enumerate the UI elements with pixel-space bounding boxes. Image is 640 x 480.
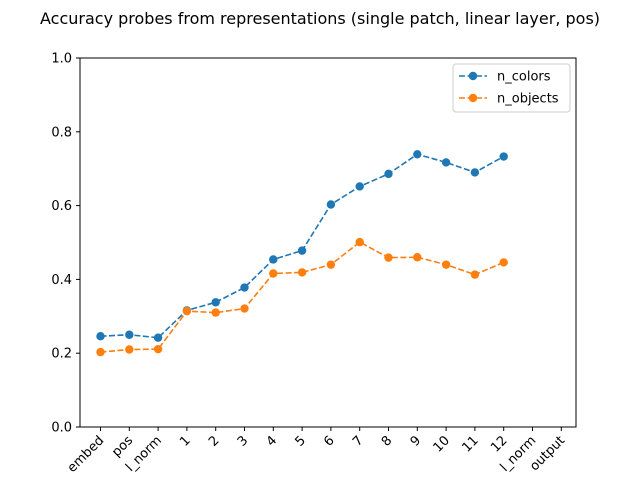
x-tick-label: 2: [206, 433, 222, 449]
data-point: [355, 182, 364, 191]
plot-frame: [79, 57, 577, 428]
legend-marker: [468, 71, 478, 81]
data-point: [96, 347, 105, 357]
x-tick-label: 12: [488, 433, 510, 455]
series-layer: [96, 150, 508, 357]
data-point: [269, 255, 278, 264]
y-tick-label: 0.2: [51, 347, 72, 362]
legend-item: n_colors: [459, 70, 551, 85]
x-tick-label: 9: [408, 433, 424, 449]
series-n_objects: [96, 237, 508, 357]
data-point: [240, 304, 249, 313]
chart-title: Accuracy probes from representations (si…: [40, 9, 600, 28]
x-tick-label: 4: [264, 433, 280, 449]
x-tick-label: 1: [177, 433, 193, 449]
plot-area: [79, 57, 577, 428]
data-point: [441, 260, 451, 269]
data-point: [355, 237, 364, 247]
data-point: [182, 306, 192, 316]
y-tick-label: 0.6: [51, 199, 72, 214]
data-point: [211, 298, 220, 307]
y-tick-label: 0.0: [51, 421, 72, 436]
data-point: [326, 200, 336, 209]
data-point: [441, 158, 451, 167]
x-tick-label: 6: [321, 433, 337, 449]
data-point: [499, 258, 508, 267]
x-tick-label: 8: [379, 433, 395, 449]
data-point: [211, 308, 220, 317]
data-point: [470, 168, 480, 177]
series-line: [100, 153, 505, 339]
y-axis: 0.0 0.2 0.4 0.6 0.8 1.0: [51, 52, 80, 436]
x-tick-label: 7: [350, 433, 366, 449]
data-point: [125, 345, 134, 354]
y-tick-label: 1.0: [51, 52, 72, 67]
data-point: [96, 332, 105, 341]
data-point: [384, 169, 393, 179]
data-point: [413, 150, 422, 159]
legend-label: n_objects: [497, 92, 559, 107]
x-tick-label: embed: [65, 433, 108, 476]
data-point: [297, 268, 307, 277]
x-tick-label: 3: [235, 433, 251, 449]
x-tick-label: 11: [459, 433, 481, 455]
series-line: [100, 241, 505, 353]
data-point: [384, 253, 393, 262]
y-tick-label: 0.4: [51, 273, 72, 288]
data-point: [269, 269, 278, 278]
x-tick-label: 5: [292, 433, 308, 449]
data-point: [125, 330, 134, 339]
data-point: [413, 253, 422, 262]
legend: n_colors n_objects: [452, 63, 571, 113]
data-point: [326, 260, 336, 269]
legend-item: n_objects: [459, 92, 559, 107]
y-tick-label: 0.8: [51, 125, 72, 140]
x-tick-label: 10: [431, 433, 453, 455]
data-point: [240, 283, 249, 292]
series-n_colors: [96, 150, 508, 342]
data-point: [153, 333, 163, 342]
data-point: [153, 344, 163, 354]
legend-label: n_colors: [497, 70, 551, 85]
data-point: [470, 270, 480, 279]
data-point: [297, 246, 307, 255]
data-point: [499, 152, 508, 161]
legend-marker: [468, 93, 478, 103]
legend-box: [452, 63, 571, 113]
